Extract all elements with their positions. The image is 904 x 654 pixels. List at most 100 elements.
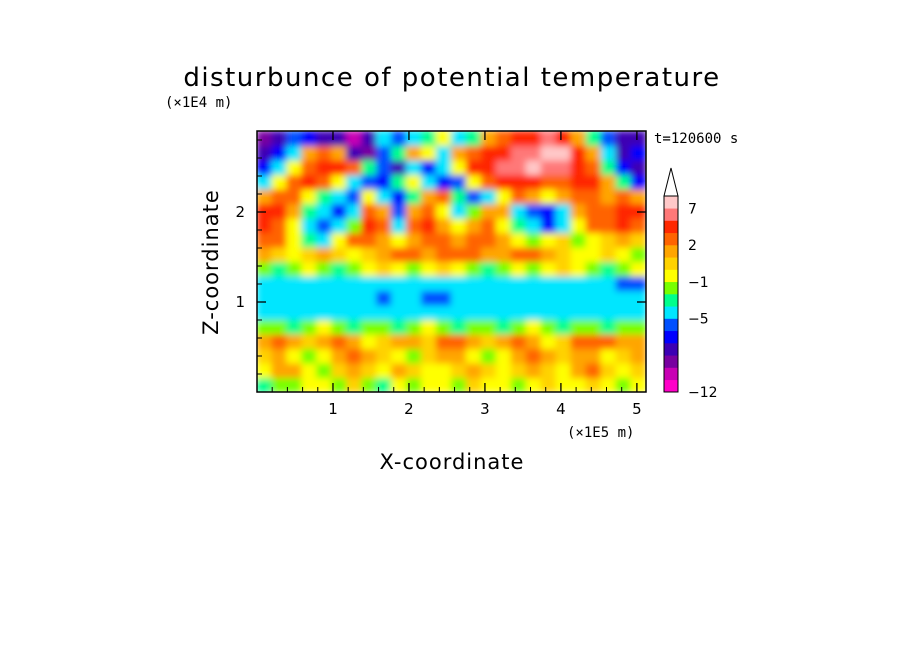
contour-cell <box>376 144 393 161</box>
contour-cell <box>510 289 527 306</box>
contour-cell <box>391 275 408 292</box>
contour-cell <box>525 246 542 263</box>
contour-cell <box>480 304 497 321</box>
contour-cell <box>570 202 587 219</box>
contour-cell <box>346 144 363 161</box>
contour-cell <box>361 362 378 379</box>
contour-cell <box>570 159 587 176</box>
contour-cell <box>510 217 527 234</box>
contour-cell <box>286 246 303 263</box>
contour-cell <box>615 246 632 263</box>
contour-cell <box>420 275 438 292</box>
contour-cell <box>435 246 453 263</box>
contour-cell <box>570 231 587 248</box>
contour-cell <box>435 159 453 176</box>
contour-cell <box>585 188 602 205</box>
contour-cell <box>361 246 378 263</box>
y-axis-label: Z-coordinate <box>199 189 223 335</box>
contour-cell <box>525 318 542 335</box>
contour-cell <box>570 304 587 321</box>
y-tick-label: 1 <box>235 293 245 311</box>
contour-cell <box>376 173 393 190</box>
contour-cell <box>600 333 617 350</box>
contour-cell <box>257 173 273 190</box>
contour-cell <box>510 318 527 335</box>
contour-cell <box>316 260 333 277</box>
contour-cell <box>331 362 348 379</box>
contour-cell <box>257 159 273 176</box>
contour-cell <box>525 275 542 292</box>
contour-cell <box>435 202 453 219</box>
contour-cell <box>525 202 542 219</box>
contour-cell <box>331 159 348 176</box>
colorbar-swatch <box>664 379 678 393</box>
contour-cell <box>376 217 393 234</box>
contour-cell <box>480 246 497 263</box>
contour-cell <box>376 231 393 248</box>
colorbar-frame <box>663 195 679 393</box>
contour-cell <box>465 260 483 277</box>
contour-cell <box>615 275 632 292</box>
contour-cell <box>510 376 527 392</box>
contour-cell <box>271 347 288 364</box>
contour-cell <box>286 131 303 147</box>
contour-cell <box>420 289 438 306</box>
contour-cell <box>600 217 617 234</box>
contour-cell <box>630 159 646 176</box>
y-scale-label: (×1E4 m) <box>165 95 232 111</box>
contour-cell <box>331 260 348 277</box>
contour-cell <box>450 231 468 248</box>
contour-cell <box>346 188 363 205</box>
contour-cell <box>361 131 378 147</box>
contour-cell <box>406 173 423 190</box>
contour-cell <box>301 376 318 392</box>
contour-cell <box>346 376 363 392</box>
colorbar: −12−5−127 <box>663 167 718 401</box>
contour-cell <box>555 217 572 234</box>
contour-cell <box>540 347 557 364</box>
contour-cell <box>406 289 423 306</box>
contour-cell <box>361 217 378 234</box>
contour-cell <box>600 159 617 176</box>
x-axis-ticks: 1 2 3 4 5 <box>271 131 642 418</box>
contour-cell <box>376 202 393 219</box>
contour-cell <box>585 260 602 277</box>
contour-cell <box>376 289 393 306</box>
contour-cell <box>585 246 602 263</box>
contour-cell <box>271 144 288 161</box>
contour-cell <box>420 347 438 364</box>
contour-cell <box>286 159 303 176</box>
contour-cell <box>540 159 557 176</box>
contour-cell <box>465 202 483 219</box>
contour-cell <box>465 188 483 205</box>
contour-cell <box>301 231 318 248</box>
contour-cell <box>615 318 632 335</box>
contour-cell <box>420 260 438 277</box>
contour-cell <box>257 231 273 248</box>
contour-cell <box>420 159 438 176</box>
contour-cell <box>331 173 348 190</box>
contour-cell <box>346 304 363 321</box>
contour-cell <box>480 289 497 306</box>
contour-cell <box>257 289 273 306</box>
contour-cell <box>346 217 363 234</box>
contour-cell <box>331 275 348 292</box>
contour-cell <box>615 260 632 277</box>
chart-title: disturbunce of potential temperature <box>183 63 720 93</box>
contour-cell <box>630 289 646 306</box>
contour-cell <box>346 289 363 306</box>
contour-cell <box>555 260 572 277</box>
contour-cell <box>316 275 333 292</box>
contour-cell <box>450 260 468 277</box>
contour-cell <box>361 289 378 306</box>
contour-cell <box>435 260 453 277</box>
contour-cell <box>495 260 512 277</box>
contour-cell <box>376 275 393 292</box>
contour-cell <box>615 144 632 161</box>
contour-cell <box>585 159 602 176</box>
contour-cell <box>630 318 646 335</box>
contour-cell <box>435 318 453 335</box>
contour-cell <box>301 173 318 190</box>
contour-cell <box>391 173 408 190</box>
